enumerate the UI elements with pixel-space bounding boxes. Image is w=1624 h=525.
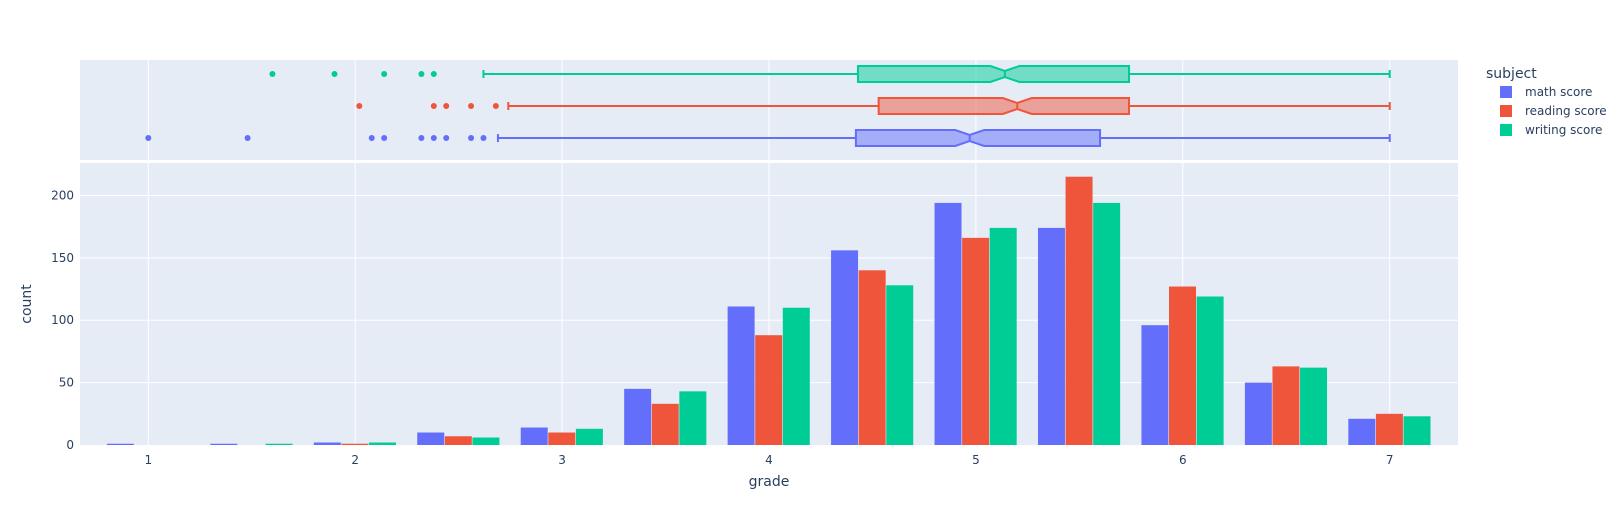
box-outlier-point[interactable]	[430, 71, 437, 77]
box-plot-math-score[interactable]	[145, 129, 1391, 147]
legend-item[interactable]: reading score	[1500, 104, 1607, 118]
legend-item[interactable]: math score	[1500, 85, 1592, 99]
x-tick-label: 1	[144, 453, 152, 467]
box-outlier-point[interactable]	[381, 71, 388, 77]
legend-label: reading score	[1525, 104, 1607, 118]
box-outlier-point[interactable]	[480, 135, 487, 141]
box-outlier-point[interactable]	[418, 135, 425, 141]
x-tick-label: 5	[972, 453, 980, 467]
box-outlier-point[interactable]	[492, 103, 499, 109]
y-tick-label: 50	[59, 376, 74, 390]
histogram-bar[interactable]	[210, 443, 238, 445]
histogram-bar[interactable]	[1169, 286, 1197, 445]
axis-ticks: 1 2 3 4 5 6 7 0 50 100 150 200	[51, 188, 1393, 467]
histogram-bar[interactable]	[548, 432, 576, 445]
box-outlier-point[interactable]	[468, 103, 475, 109]
legend[interactable]: subject math score reading score writing s…	[1486, 66, 1607, 137]
legend-swatch	[1500, 86, 1512, 98]
histogram-bar[interactable]	[417, 432, 445, 445]
histogram-bar[interactable]	[886, 285, 914, 445]
histogram-bar[interactable]	[341, 443, 369, 445]
y-tick-label: 100	[51, 313, 74, 327]
histogram-bar[interactable]	[472, 437, 500, 445]
histogram-bar[interactable]	[368, 442, 396, 445]
legend-label: math score	[1525, 85, 1592, 99]
x-tick-label: 7	[1386, 453, 1394, 467]
box-outlier-point[interactable]	[443, 135, 450, 141]
box-outlier-point[interactable]	[356, 103, 363, 109]
histogram-bar[interactable]	[1037, 227, 1065, 445]
legend-label: writing score	[1525, 123, 1602, 137]
box-plot-writing-score[interactable]	[269, 65, 1391, 83]
histogram-bar[interactable]	[858, 270, 886, 445]
box-outlier-point[interactable]	[145, 135, 152, 141]
box-outlier-point[interactable]	[381, 135, 388, 141]
histogram-bar[interactable]	[265, 443, 293, 445]
histogram-bar[interactable]	[1375, 413, 1403, 445]
x-axis-title: grade	[749, 474, 790, 490]
histogram-bar[interactable]	[934, 202, 962, 445]
y-tick-label: 150	[51, 251, 74, 265]
histogram-bar[interactable]	[1272, 366, 1300, 445]
histogram-bars	[106, 176, 1431, 446]
histogram-bar[interactable]	[831, 250, 859, 445]
histogram-bar[interactable]	[1403, 416, 1431, 445]
histogram-bar[interactable]	[755, 335, 783, 445]
histogram-bar[interactable]	[520, 427, 548, 445]
box-notched-body	[877, 97, 1131, 115]
histogram-bar[interactable]	[962, 237, 990, 445]
box-notched-body	[856, 65, 1131, 83]
x-tick-label: 2	[351, 453, 359, 467]
histogram-bar[interactable]	[1348, 418, 1376, 445]
histogram-bar[interactable]	[1196, 296, 1224, 445]
box-outlier-point[interactable]	[443, 103, 450, 109]
y-axis-title: count	[19, 284, 35, 324]
box-outlier-point[interactable]	[430, 103, 437, 109]
histogram-bar[interactable]	[1244, 382, 1272, 445]
histogram-bar[interactable]	[575, 428, 603, 445]
box-outlier-point[interactable]	[331, 71, 338, 77]
histogram-bar[interactable]	[444, 436, 472, 445]
histogram-bar[interactable]	[1300, 367, 1328, 445]
box-notched-body	[854, 129, 1102, 147]
box-outlier-point[interactable]	[368, 135, 375, 141]
box-outlier-point[interactable]	[269, 71, 276, 77]
histogram-bar[interactable]	[651, 403, 679, 445]
histogram-bar[interactable]	[1065, 176, 1093, 446]
marginal-box-plots	[145, 65, 1391, 147]
histogram-bar[interactable]	[313, 442, 341, 445]
legend-swatch	[1500, 105, 1512, 117]
histogram-bar[interactable]	[782, 307, 810, 445]
histogram-bar[interactable]	[1093, 202, 1121, 445]
x-tick-label: 3	[558, 453, 566, 467]
legend-item[interactable]: writing score	[1500, 123, 1602, 137]
x-tick-label: 4	[765, 453, 773, 467]
box-plot-reading-score[interactable]	[356, 97, 1391, 115]
box-outlier-point[interactable]	[468, 135, 475, 141]
histogram-bar[interactable]	[989, 227, 1017, 445]
box-outlier-point[interactable]	[244, 135, 251, 141]
histogram-bar[interactable]	[1141, 325, 1169, 445]
box-outlier-point[interactable]	[418, 71, 425, 77]
legend-swatch	[1500, 124, 1512, 136]
x-tick-label: 6	[1179, 453, 1187, 467]
histogram-bar[interactable]	[624, 388, 652, 445]
histogram-bar[interactable]	[679, 391, 707, 445]
box-outlier-point[interactable]	[430, 135, 437, 141]
legend-title: subject	[1486, 66, 1537, 82]
y-tick-label: 200	[51, 188, 74, 202]
y-tick-label: 0	[66, 438, 74, 452]
histogram-bar[interactable]	[106, 443, 134, 445]
histogram-bar[interactable]	[727, 306, 755, 445]
